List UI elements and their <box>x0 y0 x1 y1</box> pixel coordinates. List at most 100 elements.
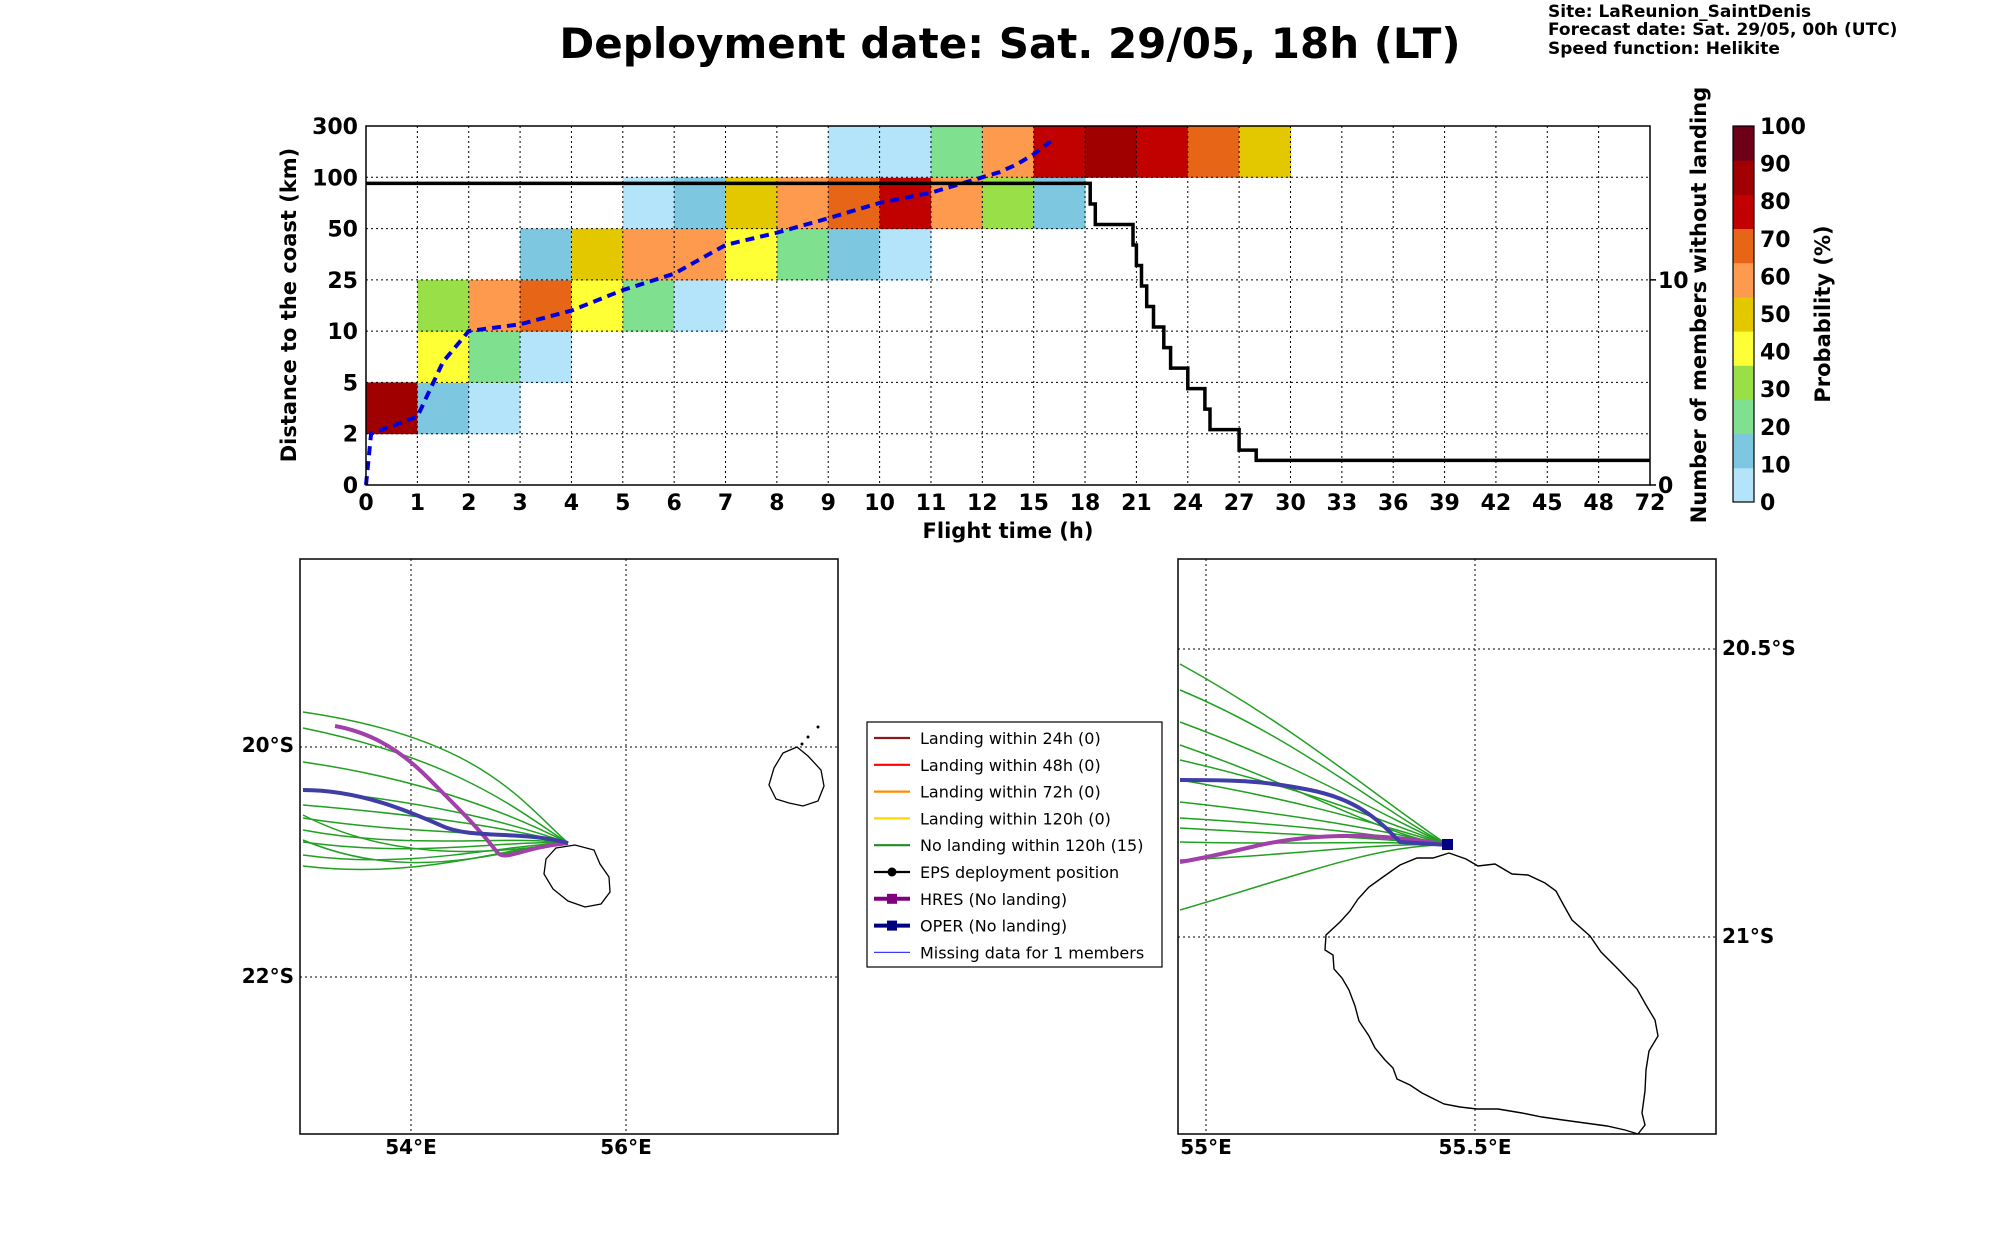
heatmap-cell <box>828 126 881 178</box>
x-tick-label: 7 <box>718 491 733 516</box>
heatmap-cell <box>1187 126 1240 178</box>
map-right: 20.5°S 21°S 55°E 55.5°E <box>1177 558 1796 1159</box>
heatmap-cell <box>674 177 727 230</box>
y-tick-label: 50 <box>327 218 358 243</box>
heatmap-cell <box>828 177 881 230</box>
heatmap-cell <box>776 228 829 281</box>
x-tick-label: 48 <box>1583 491 1614 516</box>
x-axis-label: Flight time (h) <box>923 519 1094 543</box>
legend-label: Landing within 48h (0) <box>920 756 1101 775</box>
y-tick-label: 2 <box>343 423 358 448</box>
colorbar-tick-label: 80 <box>1760 190 1791 215</box>
colorbar-swatch <box>1733 126 1754 161</box>
colorbar-frame <box>1732 125 1755 503</box>
heatmap-cell <box>930 126 983 178</box>
heatmap-cell <box>622 177 675 230</box>
oper-track <box>1179 778 1449 847</box>
x-tick-labels: 0 1 2 3 4 5 6 7 8 9 10 11 12 15 18 21 24 27 30 33 36 39 42 45 48… <box>358 491 1665 516</box>
heatmap-cell <box>1033 126 1086 178</box>
legend-label: No landing within 120h (15) <box>920 836 1143 855</box>
heatmap-cell <box>417 279 470 332</box>
heatmap-cell <box>468 382 521 435</box>
colorbar-swatch <box>1733 365 1754 400</box>
y-tick-label: 100 <box>312 166 358 191</box>
oper-track <box>302 788 569 845</box>
heatmap-cell <box>674 228 727 281</box>
map-left-lat-label: 20°S <box>242 733 294 757</box>
colorbar-swatch <box>1733 399 1754 435</box>
legend-item: Landing within 72h (0) <box>874 783 1101 802</box>
heatmap-cell <box>674 279 727 332</box>
colorbar-tick-label: 30 <box>1760 378 1791 403</box>
colorbar-swatch <box>1733 467 1754 503</box>
map-right-grid <box>1178 559 1716 1134</box>
colorbar-swatch <box>1733 228 1754 264</box>
legend-item: EPS deployment position <box>874 863 1119 882</box>
x-tick-label: 2 <box>461 491 476 516</box>
y-tick-label: 10 <box>327 320 358 345</box>
colorbar: 0 10 20 30 40 50 60 70 80 90 100 Probability (%) <box>1732 115 1835 516</box>
heatmap-cell <box>1136 126 1189 178</box>
legend-label: Missing data for 1 members <box>920 943 1144 962</box>
heatmap-cell <box>1085 126 1137 178</box>
heatmap-cell <box>879 177 932 230</box>
trajectory-track <box>302 841 569 850</box>
heatmap-cell <box>725 228 778 281</box>
y-tick-label: 300 <box>312 115 358 140</box>
legend-item: OPER (No landing) <box>874 917 1067 936</box>
y2-tick-label: 0 <box>1658 474 1673 499</box>
legend-item: Missing data for 1 members <box>874 943 1144 962</box>
trajectory-track <box>1179 779 1449 846</box>
colorbar-cells <box>1733 126 1754 503</box>
x-tick-label: 21 <box>1121 491 1152 516</box>
heatmap-cell <box>622 228 675 281</box>
map-right-tracks <box>1179 663 1449 911</box>
x-tick-label: 10 <box>864 491 895 516</box>
site-info: Site: LaReunion_SaintDenis <box>1548 2 1811 22</box>
speed-info: Speed function: Helikite <box>1548 39 1780 59</box>
x-tick-label: 8 <box>769 491 784 516</box>
heatmap-cell <box>520 228 572 281</box>
legend-items: Landing within 24h (0) Landing within 48h… <box>874 729 1144 962</box>
x-tick-label: 18 <box>1070 491 1101 516</box>
legend-frame <box>866 721 1163 968</box>
heatmap-cell <box>622 279 675 332</box>
x-tick-label: 27 <box>1224 491 1255 516</box>
colorbar-tick-label: 0 <box>1760 491 1775 516</box>
legend-label: Landing within 72h (0) <box>920 783 1101 802</box>
trajectory-track <box>1179 663 1449 846</box>
x-tick-label: 30 <box>1275 491 1306 516</box>
x-tick-label: 6 <box>667 491 682 516</box>
x-tick-label: 39 <box>1429 491 1460 516</box>
map-right-lon-label: 55.5°E <box>1438 1135 1511 1159</box>
colorbar-swatch <box>1733 160 1754 195</box>
trajectory-track <box>1179 844 1449 911</box>
hres-track <box>334 724 569 858</box>
y-tick-label: 5 <box>343 371 358 396</box>
colorbar-tick-label: 100 <box>1760 115 1806 140</box>
chart-series <box>364 139 1650 486</box>
legend-label: HRES (No landing) <box>920 890 1067 909</box>
colorbar-swatch <box>1733 194 1754 230</box>
heatmap-cell <box>982 177 1035 230</box>
x-tick-label: 12 <box>967 491 998 516</box>
colorbar-swatch <box>1733 433 1754 469</box>
colorbar-tick-label: 50 <box>1760 303 1791 328</box>
legend-item: Landing within 120h (0) <box>874 809 1111 828</box>
y-axis-label: Distance to the coast (km) <box>277 148 301 463</box>
map-right-lat-label: 20.5°S <box>1722 636 1796 660</box>
trajectory-track <box>302 842 569 861</box>
trajectory-track <box>1179 759 1449 846</box>
legend-label: EPS deployment position <box>920 863 1119 882</box>
legend-item: Landing within 48h (0) <box>874 756 1101 775</box>
legend-label: Landing within 120h (0) <box>920 809 1111 828</box>
forecast-info: Forecast date: Sat. 29/05, 00h (UTC) <box>1548 20 1897 40</box>
heatmap-cell <box>468 279 521 332</box>
x-tick-label: 4 <box>564 491 579 516</box>
chart-grid <box>366 126 1650 485</box>
heatmap-cell <box>571 228 624 281</box>
colorbar-tick-label: 10 <box>1760 453 1791 478</box>
heatmap-cell <box>417 331 470 383</box>
island-dot-1 <box>816 725 820 729</box>
